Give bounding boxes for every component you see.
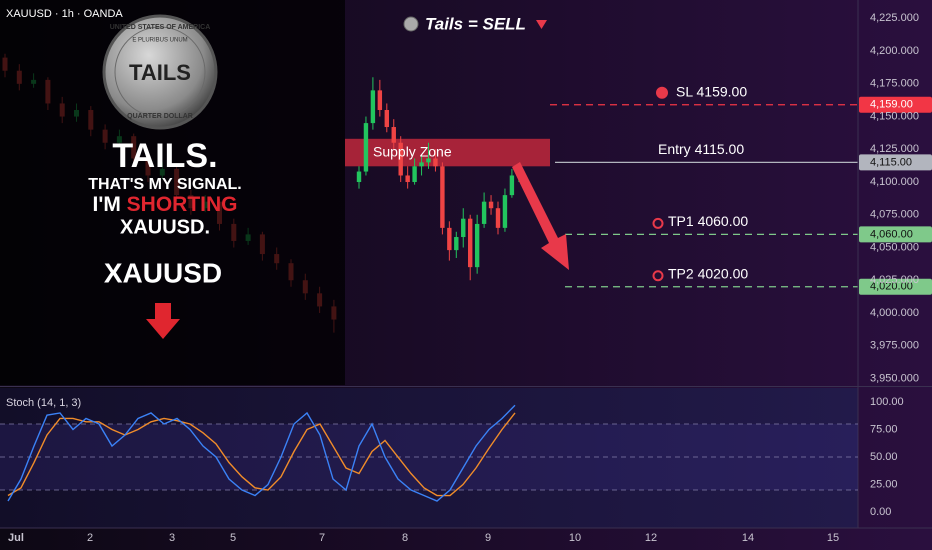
y-tick-label: 3,950.000 (870, 372, 919, 384)
y-tick-label: 4,025.000 (870, 274, 919, 286)
x-tick-label: 5 (230, 532, 236, 544)
coin-text: E PLURIBUS UNUM (132, 38, 187, 44)
coin-text: QUARTER DOLLAR (127, 113, 193, 120)
level-axis-box (859, 226, 932, 243)
overlay-symbol: XAUUSD (104, 257, 222, 288)
overlay-title: TAILS. (112, 137, 217, 175)
candle-body (495, 208, 501, 228)
x-tick-label: 2 (87, 532, 93, 544)
candle-body (461, 218, 466, 238)
stoch-tick-label: 0.00 (870, 506, 891, 518)
x-tick-label: 3 (169, 532, 175, 544)
x-tick-label: 9 (485, 532, 491, 544)
x-tick-label: Jul (8, 532, 24, 544)
candle-body (481, 201, 487, 224)
candle-body (474, 223, 480, 268)
stoch-tick-label: 25.00 (870, 478, 898, 490)
candle-body (377, 90, 383, 110)
overlay-text: I'M (93, 193, 127, 216)
title-icon (536, 20, 547, 29)
title: Tails = SELL (425, 14, 526, 33)
level-label: SL 4159.00 (676, 83, 747, 99)
candle-body (454, 237, 459, 251)
y-tick-label: 4,100.000 (870, 176, 919, 188)
x-tick-label: 12 (645, 532, 657, 544)
x-tick-label: 7 (319, 532, 325, 544)
candle-body (426, 158, 431, 163)
candle-body (468, 218, 473, 268)
level-axis-box (859, 278, 932, 295)
y-tick-label: 4,200.000 (870, 45, 919, 57)
y-tick-label: 4,225.000 (870, 12, 919, 24)
stoch-tick-label: 50.00 (870, 451, 898, 463)
symbol-header: XAUUSD · 1h · OANDA (6, 8, 123, 20)
overlay-text: THAT'S MY SIGNAL. (88, 176, 241, 193)
stoch-line (7, 404, 516, 502)
candle-body (440, 166, 445, 228)
y-tick-label: 4,075.000 (870, 209, 919, 221)
coin-ring (114, 26, 206, 118)
stoch-tick-label: 75.00 (870, 423, 898, 435)
overlay-text: I'M SHORTING (93, 193, 238, 216)
level-axis-label: 4,159.00 (870, 99, 913, 111)
candle-body (391, 127, 396, 143)
coin (102, 14, 218, 130)
candle-body (363, 123, 369, 172)
y-tick-label: 4,125.000 (870, 143, 919, 155)
candle-body (509, 175, 515, 196)
y-tick-label: 3,975.000 (870, 340, 919, 352)
level-axis-label: 4,020.00 (870, 281, 913, 293)
coin-text: UNITED STATES OF AMERICA (110, 24, 211, 31)
x-tick-label: 14 (742, 532, 754, 544)
sl-icon (656, 86, 668, 99)
x-tick-label: 10 (569, 532, 581, 544)
level-label: Entry 4115.00 (658, 141, 744, 157)
sell-arrow (512, 162, 569, 270)
candle-body (370, 90, 376, 124)
supply-zone-label: Supply Zone (373, 143, 452, 159)
level-axis-label: 4,115.00 (870, 156, 912, 168)
level-axis-label: 4,060.00 (870, 228, 913, 240)
down-arrow (146, 303, 180, 339)
level-axis-box (859, 154, 932, 171)
y-tick-label: 4,175.000 (870, 78, 919, 90)
level-axis-box (859, 96, 932, 113)
candle-body (384, 110, 389, 128)
x-tick-label: 8 (402, 532, 408, 544)
supply-zone (345, 138, 550, 167)
candle-body (433, 158, 438, 167)
candle-body (405, 175, 410, 183)
coin-text: TAILS (129, 60, 191, 85)
stoch-pane (0, 388, 858, 528)
coin-icon (403, 16, 419, 32)
stoch-tick-label: 100.00 (870, 396, 904, 408)
stoch-title: Stoch (14, 1, 3) (6, 397, 81, 409)
y-tick-label: 4,000.000 (870, 307, 919, 319)
y-tick-label: 4,050.000 (870, 241, 919, 253)
target-icon (652, 217, 664, 229)
candle-body (412, 166, 417, 183)
candle-body (502, 195, 508, 228)
candle-body (447, 227, 452, 251)
candle-body (356, 171, 362, 183)
level-label: TP2 4020.00 (668, 265, 748, 281)
candle-body (398, 142, 403, 176)
y-tick-label: 4,150.000 (870, 110, 919, 122)
overlay-highlight: SHORTING (127, 193, 238, 216)
x-tick-label: 15 (827, 532, 839, 544)
target-icon (652, 270, 664, 282)
level-label: TP1 4060.00 (668, 213, 748, 229)
candle-body (488, 201, 494, 209)
candle-body (419, 162, 424, 167)
overlay-text: XAUUSD. (120, 216, 210, 238)
overlay: UNITED STATES OF AMERICA E PLURIBUS UNUM… (0, 0, 345, 385)
